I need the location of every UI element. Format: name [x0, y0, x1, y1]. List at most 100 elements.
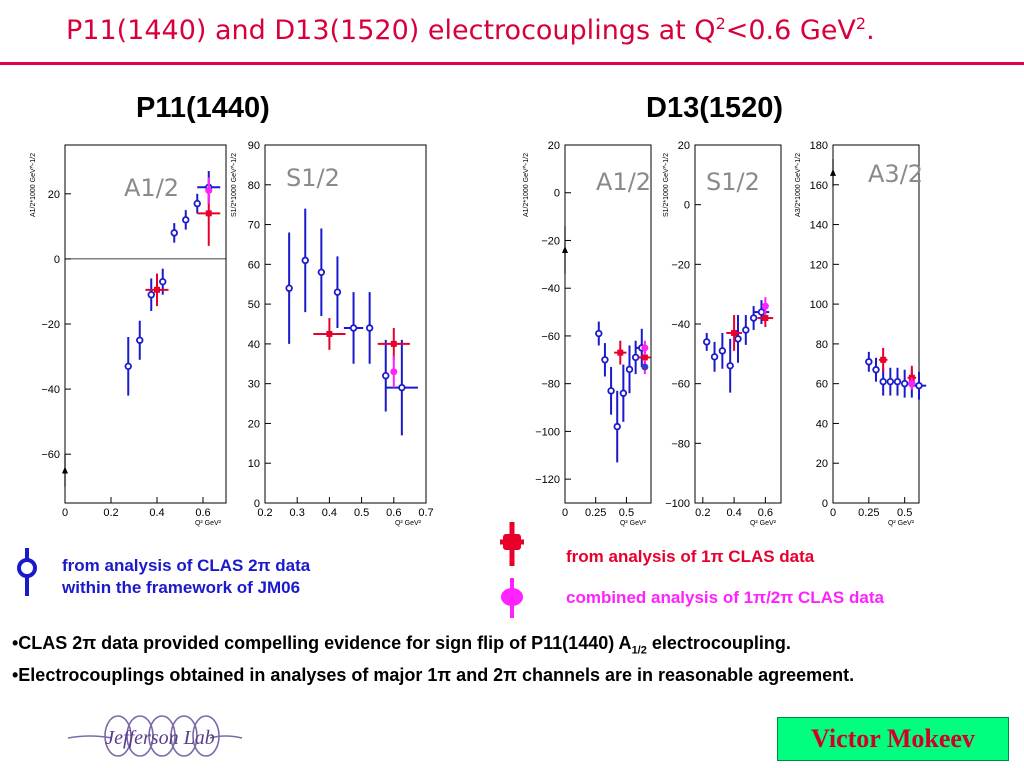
x-tick-label: 0.2 [103, 507, 118, 519]
x-tick-label: 0.25 [585, 507, 606, 519]
onepi-marker [880, 356, 887, 363]
clas2pi-point [385, 339, 418, 436]
clas2pi-marker [757, 308, 766, 316]
clas2pi-point [710, 341, 719, 372]
x-tick-label: 0.2 [257, 507, 272, 519]
combined-point [641, 359, 649, 375]
x-tick-label: 0.4 [149, 507, 164, 519]
y-tick-label: 160 [810, 180, 828, 192]
y-tick-label: 0 [54, 254, 60, 266]
chart-panel-2: 0 10 20 30 40 50 60 70 80 90 0.2 0.3 0.4 0.5 0.6 0.7Q² … [231, 140, 434, 527]
clas2pi-marker [886, 377, 895, 386]
clas2pi-point [147, 278, 155, 311]
combined-marker [641, 363, 649, 371]
y-tick-label: −40 [541, 283, 560, 295]
photo-marker [562, 246, 568, 254]
clas2pi-marker [601, 356, 609, 364]
x-tick-label: 0.6 [758, 507, 773, 519]
combined-point [205, 177, 213, 204]
y-tick-label: −20 [41, 319, 60, 331]
clas2pi-marker [893, 377, 902, 386]
clas2pi-point [625, 345, 634, 394]
clas2pi-point [317, 228, 326, 317]
y-tick-label: −60 [41, 449, 60, 461]
clas2pi-point [631, 340, 640, 375]
y-axis-label: S1/2*1000 GeV^-1/2 [663, 153, 670, 217]
bullet-1: •CLAS 2π data provided compelling eviden… [12, 633, 791, 657]
clas2pi-point [601, 343, 609, 377]
jefferson-lab-logo: Jefferson Lab [67, 715, 243, 757]
clas2pi-point [170, 223, 178, 243]
y-tick-label: 80 [816, 339, 828, 351]
clas2pi-marker [595, 329, 603, 338]
x-axis-label: Q² GeV² [395, 520, 422, 527]
combined-marker [908, 380, 916, 388]
clas2pi-marker [718, 347, 727, 355]
photo-marker [62, 466, 68, 474]
y-tick-label: −40 [671, 319, 690, 331]
y-tick-label: 20 [48, 189, 60, 201]
clas2pi-marker [710, 353, 719, 361]
combined-point [908, 377, 916, 390]
clas2pi-marker [726, 362, 734, 370]
x-tick-label: 0.2 [695, 507, 710, 519]
summary-bullets: •CLAS 2π data provided compelling eviden… [12, 631, 1012, 687]
clas2pi-marker [900, 379, 909, 388]
clas2pi-marker [170, 229, 178, 237]
clas2pi-point [619, 364, 628, 422]
y-tick-label: 40 [816, 418, 828, 430]
clas2pi-marker [398, 383, 406, 392]
plot-frame [832, 144, 920, 504]
clas2pi-marker [365, 324, 374, 332]
y-tick-label: 0 [684, 200, 690, 212]
x-axis-label: Q² GeV² [195, 520, 222, 527]
clas2pi-marker [749, 314, 758, 322]
clas2pi-marker [301, 256, 309, 265]
clas2pi-point [879, 367, 887, 396]
clas2pi-marker [865, 358, 873, 366]
combined-marker [641, 344, 649, 352]
clas2pi-marker [124, 362, 132, 371]
heading-p11: P11(1440) [136, 92, 270, 124]
clas2pi-marker [182, 216, 190, 224]
bullet-2: •Electrocouplings obtained in analyses o… [12, 664, 855, 685]
y-tick-label: 0 [254, 498, 260, 510]
combined-marker [205, 187, 213, 195]
clas2pi-point [703, 332, 711, 351]
y-tick-label: −60 [541, 331, 560, 343]
y-tick-label: −60 [671, 379, 690, 391]
x-tick-label: 0.6 [386, 507, 401, 519]
y-tick-label: 20 [548, 140, 560, 152]
photo-point [562, 226, 568, 274]
clas2pi-point [333, 256, 342, 328]
y-tick-label: −100 [665, 498, 690, 510]
clas2pi-marker [349, 324, 358, 332]
clas2pi-point [900, 369, 909, 398]
y-tick-label: −20 [541, 235, 560, 247]
clas2pi-marker [382, 372, 390, 380]
y-tick-label: 90 [248, 140, 260, 152]
clas2pi-point [343, 292, 364, 364]
x-tick-label: 0 [62, 507, 68, 519]
photo-marker [830, 168, 836, 176]
clas2pi-marker [136, 336, 144, 344]
x-tick-label: 0.3 [290, 507, 305, 519]
y-tick-label: 80 [248, 180, 260, 192]
clas2pi-marker [872, 366, 880, 374]
onepi-point [377, 327, 410, 360]
chart-panel-5: 0 20 40 60 80 100 120 140 160 180 0 0.25 0.5Q² GeV² A… [795, 140, 927, 527]
photo-point [62, 454, 68, 487]
x-tick-label: 0.6 [195, 507, 210, 519]
x-axis-label: Q² GeV² [888, 520, 915, 527]
y-tick-label: 20 [248, 418, 260, 430]
x-axis-label: Q² GeV² [620, 520, 647, 527]
y-axis-label: A1/2*1000 GeV^-1/2 [30, 153, 37, 217]
legend-clas2pi-text: from analysis of CLAS 2π data within the… [62, 556, 311, 597]
clas2pi-point [607, 366, 615, 415]
combined-point [641, 340, 649, 356]
clas2pi-point [285, 232, 293, 344]
panel-title: A1/2 [124, 174, 179, 202]
combined-marker [390, 368, 398, 376]
clas2pi-point [595, 321, 603, 346]
clas2pi-point [365, 292, 374, 364]
